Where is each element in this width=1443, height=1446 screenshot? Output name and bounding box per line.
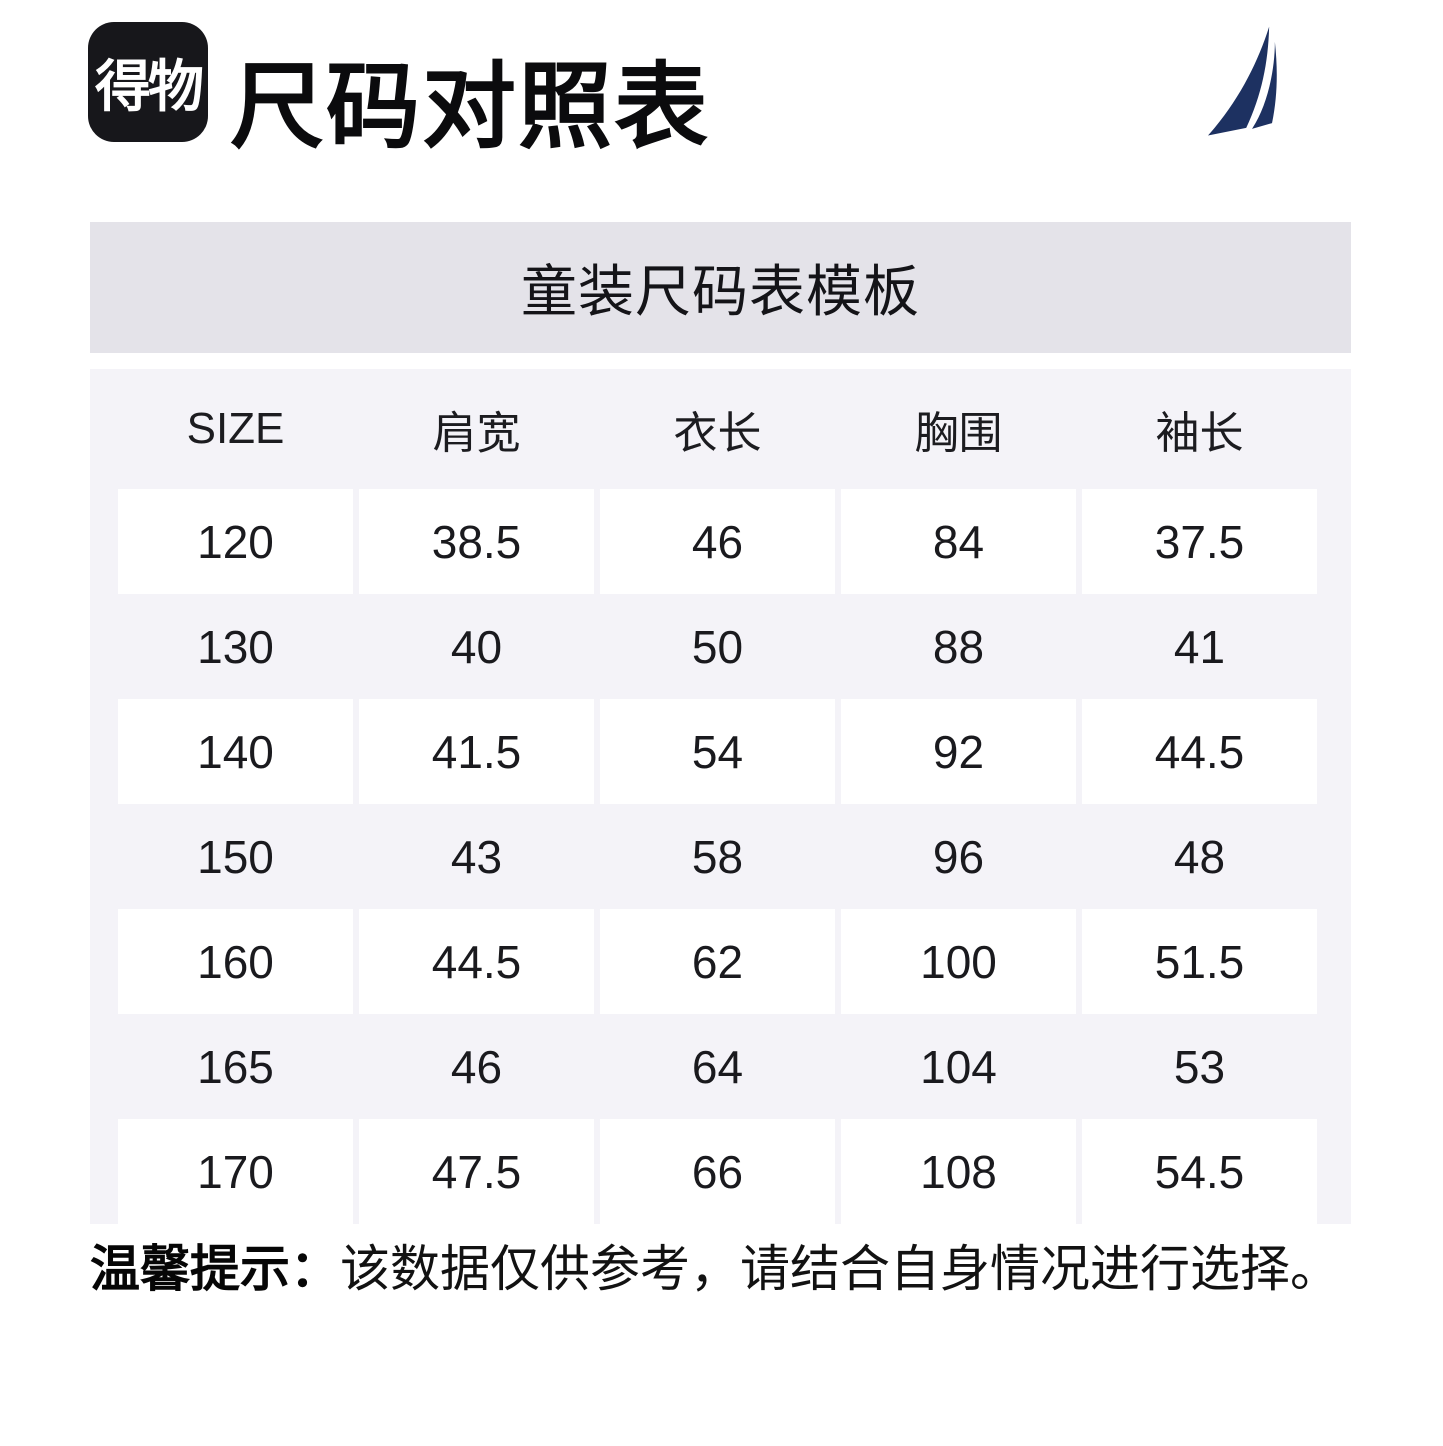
table-cell: 44.5 <box>359 909 594 1014</box>
table-cell: 54 <box>600 699 835 804</box>
table-cell: 88 <box>932 620 985 673</box>
table-cell: 140 <box>118 699 353 804</box>
table-cell: 120 <box>118 489 353 594</box>
table-cell: 46 <box>600 489 835 594</box>
table-cell: 104 <box>920 1040 997 1093</box>
table-caption-band: 童装尺码表模板 <box>90 222 1351 353</box>
table-row: 165 46 64 104 53 <box>118 1014 1317 1119</box>
table-cell: 40 <box>450 620 503 673</box>
table-cell: 51.5 <box>1082 909 1317 1014</box>
table-cell: 41.5 <box>359 699 594 804</box>
table-cell: 64 <box>691 1040 744 1093</box>
column-header: 袖长 <box>1155 409 1244 458</box>
table-cell: 38.5 <box>359 489 594 594</box>
table-cell: 62 <box>600 909 835 1014</box>
column-header: 衣长 <box>673 409 762 458</box>
table-cell: 84 <box>841 489 1076 594</box>
table-cell: 150 <box>197 830 274 883</box>
table-row: 150 43 58 96 48 <box>118 804 1317 909</box>
table-row: 130 40 50 88 41 <box>118 594 1317 699</box>
table-cell: 44.5 <box>1082 699 1317 804</box>
size-table: SIZE 肩宽 衣长 胸围 袖长 120 38.5 46 84 37.5 130 40 50 88 41 14… <box>90 369 1351 1224</box>
table-cell: 54.5 <box>1082 1119 1317 1224</box>
column-header: 肩宽 <box>432 409 521 458</box>
table-cell: 50 <box>691 620 744 673</box>
page-title: 尺码对照表 <box>230 54 711 159</box>
table-cell: 108 <box>841 1119 1076 1224</box>
table-cell: 165 <box>197 1040 274 1093</box>
note-text: 该数据仅供参考，请结合自身情况进行选择。 <box>340 1241 1340 1297</box>
table-header-row: SIZE 肩宽 衣长 胸围 袖长 <box>118 369 1317 489</box>
dewu-logo-text: 得物 <box>95 54 204 118</box>
table-cell: 96 <box>932 830 985 883</box>
table-caption: 童装尺码表模板 <box>521 260 920 323</box>
table-cell: 160 <box>118 909 353 1014</box>
table-cell: 37.5 <box>1082 489 1317 594</box>
column-header: SIZE <box>186 404 285 453</box>
table-cell: 170 <box>118 1119 353 1224</box>
table-cell: 92 <box>841 699 1076 804</box>
table-cell: 100 <box>841 909 1076 1014</box>
table-row: 160 44.5 62 100 51.5 <box>118 909 1317 1014</box>
table-row: 140 41.5 54 92 44.5 <box>118 699 1317 804</box>
table-cell: 66 <box>600 1119 835 1224</box>
table-cell: 41 <box>1173 620 1226 673</box>
table-row: 120 38.5 46 84 37.5 <box>118 489 1317 594</box>
table-cell: 53 <box>1173 1040 1226 1093</box>
sail-icon <box>1208 26 1277 136</box>
column-header: 胸围 <box>914 409 1003 458</box>
table-cell: 43 <box>450 830 503 883</box>
table-cell: 46 <box>450 1040 503 1093</box>
table-cell: 58 <box>691 830 744 883</box>
table-row: 170 47.5 66 108 54.5 <box>118 1119 1317 1224</box>
table-cell: 48 <box>1173 830 1226 883</box>
table-cell: 130 <box>197 620 274 673</box>
dewu-logo: 得物 <box>88 22 208 142</box>
note-label: 温馨提示： <box>90 1241 340 1297</box>
table-cell: 47.5 <box>359 1119 594 1224</box>
bottom-note: 温馨提示：该数据仅供参考，请结合自身情况进行选择。 <box>90 1240 1380 1298</box>
